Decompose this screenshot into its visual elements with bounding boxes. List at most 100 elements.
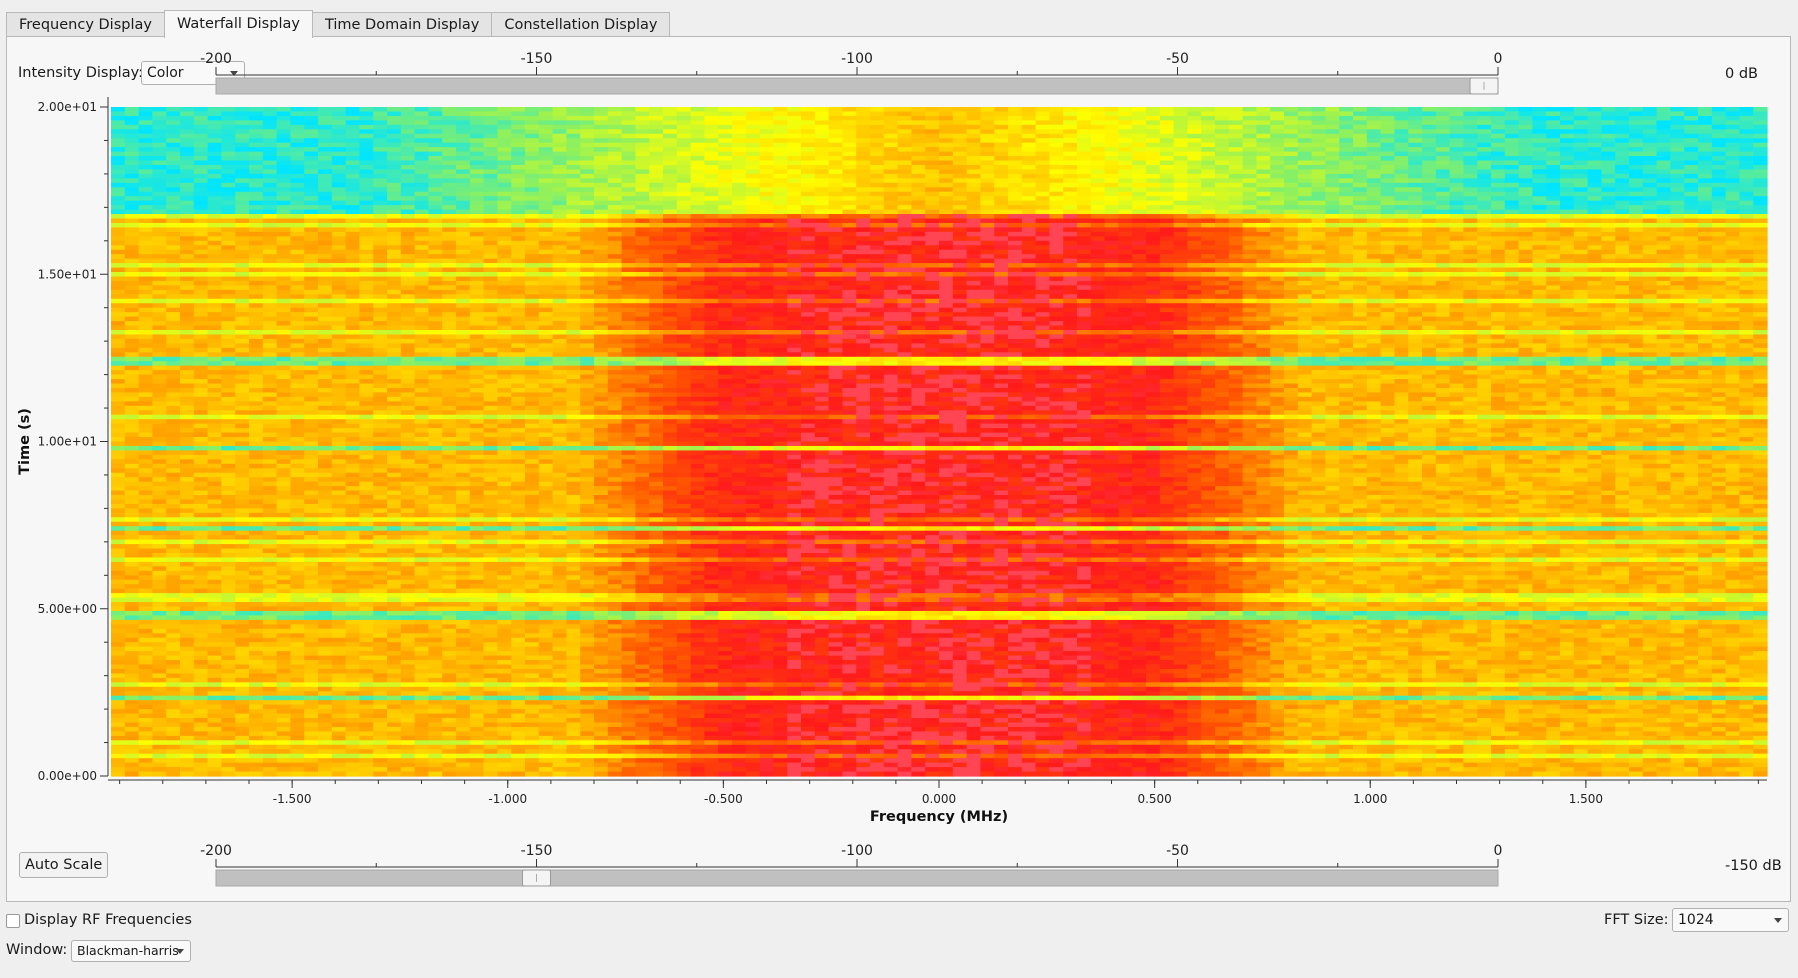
heatmap-cell [387,115,402,121]
heatmap-cell [1284,263,1299,269]
heatmap-cell [773,289,788,295]
heatmap-cell [1021,236,1037,242]
heatmap-cell [1629,129,1644,135]
heatmap-cell [552,249,567,255]
heatmap-cell [870,249,885,255]
heatmap-cell [262,120,278,126]
heatmap-cell [718,267,733,273]
heatmap-cell [1684,133,1699,139]
heatmap-cell [773,173,788,179]
heatmap-cell [262,178,278,184]
heatmap-cell [1090,142,1106,148]
heatmap-cell [235,164,250,171]
heatmap-cell [1284,254,1299,260]
heatmap-cell [304,124,319,130]
heatmap-cell [1090,272,1106,278]
heatmap-cell [442,205,457,211]
heatmap-cell [1684,178,1699,184]
heatmap-cell [870,254,885,260]
heatmap-cell [745,133,761,139]
heatmap-cell [345,142,360,148]
heatmap-cell [1684,182,1699,188]
heatmap-cell [1228,129,1244,135]
heatmap-cell [1090,231,1106,237]
heatmap-cell [690,133,705,139]
heatmap-cell [1739,227,1754,233]
heatmap-cell [1725,285,1740,291]
heatmap-cell [1491,107,1506,113]
heatmap-cell [166,258,181,264]
heatmap-cell [180,205,195,211]
heatmap-cell [856,115,871,121]
heatmap-cell [221,142,236,148]
heatmap-cell [1132,218,1147,224]
heatmap-cell [1366,178,1382,184]
heatmap-cell [538,129,554,135]
heatmap-cell [690,191,705,197]
heatmap-cell [193,191,209,197]
heatmap-cell [1339,222,1354,229]
heatmap-cell [1532,151,1547,157]
tab-waterfall-display[interactable]: Waterfall Display [163,10,313,38]
heatmap-cell [870,164,885,171]
heatmap-cell [1021,263,1037,269]
heatmap-cell [1504,142,1520,148]
heatmap-cell [1518,272,1533,278]
tab-time-domain-display[interactable]: Time Domain Display [311,12,493,37]
heatmap-cell [897,240,912,246]
heatmap-cell [1118,142,1133,148]
heatmap-cell [1739,276,1754,282]
heatmap-cell [1642,227,1658,233]
heatmap-cell [345,214,360,220]
heatmap-cell [1256,133,1271,139]
heatmap-cell [166,169,181,175]
heatmap-cell [1146,231,1161,237]
heatmap-cell [897,209,912,215]
heatmap-cell [552,289,567,295]
heatmap-cell [1573,191,1589,197]
waterfall-plot[interactable]: 0.00e+005.00e+001.00e+011.50e+012.00e+01… [7,37,1790,837]
heatmap-cell [262,111,278,117]
heatmap-cell [1325,249,1340,255]
heatmap-cell [580,151,595,157]
heatmap-cell [152,182,167,188]
heatmap-cell [1380,214,1395,220]
heatmap-cell [870,156,885,162]
tab-frequency-display[interactable]: Frequency Display [6,12,165,37]
heatmap-cell [1615,276,1630,282]
heatmap-cell [732,209,747,215]
heatmap-cell [787,151,802,157]
heatmap-cell [649,205,664,211]
heatmap-cell [1546,133,1561,139]
heatmap-cell [607,142,623,148]
heatmap-cell [497,240,512,246]
heatmap-cell [1615,218,1630,224]
heatmap-cell [1366,156,1382,162]
heatmap-cell [152,222,167,229]
heatmap-cell [1739,151,1754,157]
heatmap-cell [939,120,954,126]
heatmap-cell [1270,138,1285,144]
heatmap-cell [1063,160,1078,166]
heatmap-cell [787,200,802,206]
heatmap-cell [801,231,816,237]
heatmap-cell [1670,142,1685,148]
heatmap-cell [180,200,195,206]
heatmap-cell [262,169,278,175]
heatmap-cell [124,205,140,211]
heatmap-cell [1325,178,1340,184]
heatmap-cell [1201,254,1216,260]
heatmap-cell [1021,138,1037,144]
heatmap-cell [345,258,360,264]
heatmap-cell [166,254,181,260]
heatmap-cell [1270,129,1285,135]
tab-constellation-display[interactable]: Constellation Display [491,12,671,37]
heatmap-cell [966,272,981,278]
heatmap-cell [925,249,940,255]
heatmap-cell [1063,111,1078,117]
heatmap-cell [856,249,871,255]
heatmap-cell [1077,182,1092,188]
heatmap-cell [331,205,347,211]
heatmap-cell [925,187,940,193]
heatmap-cell [124,240,140,246]
